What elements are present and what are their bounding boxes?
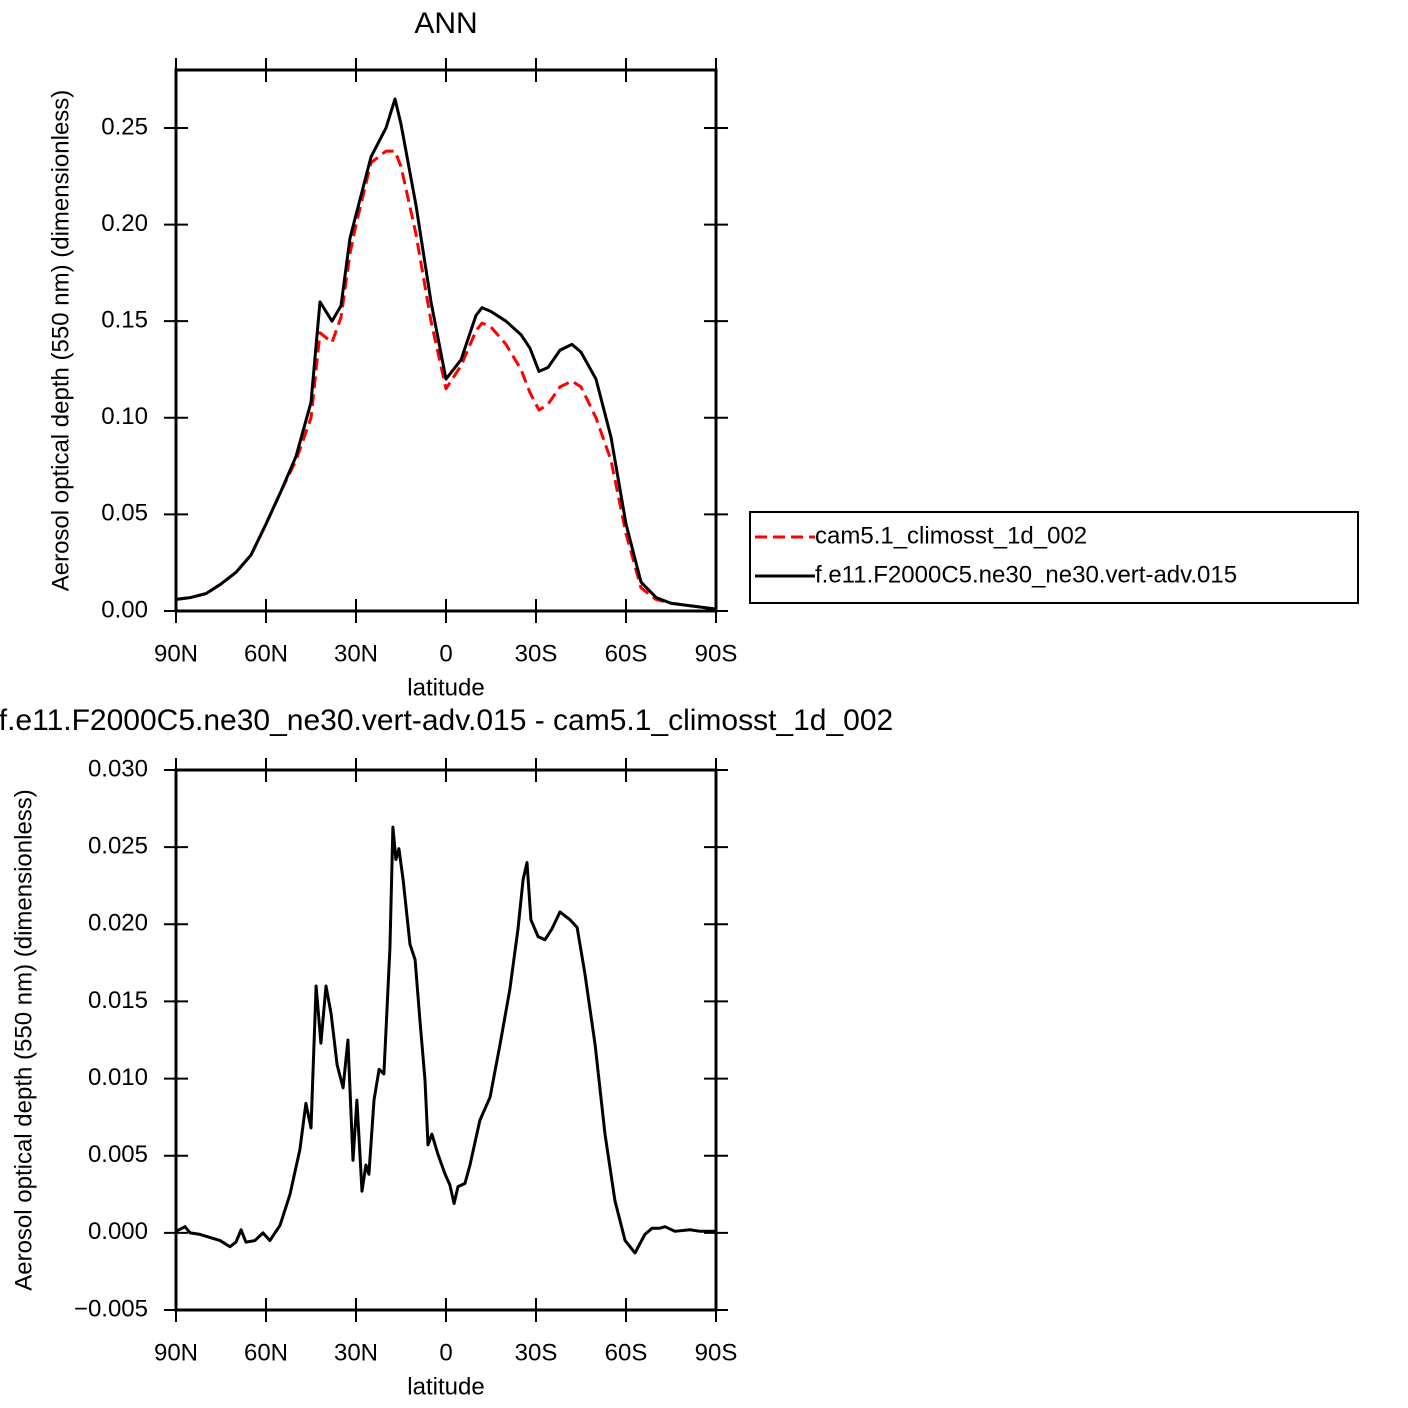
data-line — [175, 97, 717, 611]
y-tick-label: 0.005 — [88, 1141, 148, 1168]
data-line — [175, 149, 717, 611]
y-axis-label: Aerosol optical depth (550 nm) (dimensio… — [47, 90, 74, 592]
x-tick-label: 60N — [244, 640, 288, 667]
chart-title: f.e11.F2000C5.ne30_ne30.vert-adv.015 - c… — [0, 704, 893, 737]
x-tick-label: 0 — [439, 1339, 452, 1366]
x-tick-label: 90N — [154, 1339, 198, 1366]
plot-frame — [174, 68, 718, 613]
y-tick-label: 0.10 — [101, 403, 148, 430]
y-axis-label: Aerosol optical depth (550 nm) (dimensio… — [10, 789, 37, 1291]
data-line — [175, 825, 716, 1255]
x-tick-label: 60S — [605, 640, 648, 667]
y-tick-label: 0.020 — [88, 910, 148, 937]
y-tick-label: 0.00 — [101, 596, 148, 623]
x-tick-label: 90S — [695, 1339, 738, 1366]
y-tick-label: 0.20 — [101, 210, 148, 237]
x-tick-label: 30N — [334, 1339, 378, 1366]
y-tick-label: 0.25 — [101, 113, 148, 140]
x-tick-label: 0 — [439, 640, 452, 667]
x-tick-label: 60S — [605, 1339, 648, 1366]
y-tick-label: 0.025 — [88, 832, 148, 859]
legend-label: cam5.1_climosst_1d_002 — [815, 522, 1087, 549]
y-tick-label: 0.030 — [88, 755, 148, 782]
x-tick-label: 90S — [695, 640, 738, 667]
y-tick-label: 0.05 — [101, 500, 148, 527]
legend: cam5.1_climosst_1d_002 f.e11.F2000C5.ne30… — [749, 511, 1359, 604]
y-tick-label: −0.005 — [74, 1295, 148, 1322]
y-tick-label: 0.000 — [88, 1218, 148, 1245]
panel: −0.005 0.000 0.005 0.010 0.015 0.020 0.025 0.03… — [0, 704, 893, 1400]
legend-frame — [749, 511, 1359, 604]
x-tick-label: 30N — [334, 640, 378, 667]
x-tick-label: 30S — [515, 1339, 558, 1366]
panel: 0.00 0.05 0.10 0.15 0.20 0.25 90N 60N 30N 0 30S 60S… — [47, 7, 1359, 701]
y-tick-label: 0.015 — [88, 987, 148, 1014]
x-axis-label: latitude — [407, 1373, 484, 1400]
x-axis-label: latitude — [407, 674, 484, 701]
y-tick-label: 0.15 — [101, 307, 148, 334]
plot-frame — [174, 768, 718, 1312]
chart-title: ANN — [414, 7, 477, 40]
legend-label: f.e11.F2000C5.ne30_ne30.vert-adv.015 — [815, 561, 1237, 588]
x-tick-label: 30S — [515, 640, 558, 667]
x-tick-label: 60N — [244, 1339, 288, 1366]
y-tick-label: 0.010 — [88, 1064, 148, 1091]
x-tick-label: 90N — [154, 640, 198, 667]
